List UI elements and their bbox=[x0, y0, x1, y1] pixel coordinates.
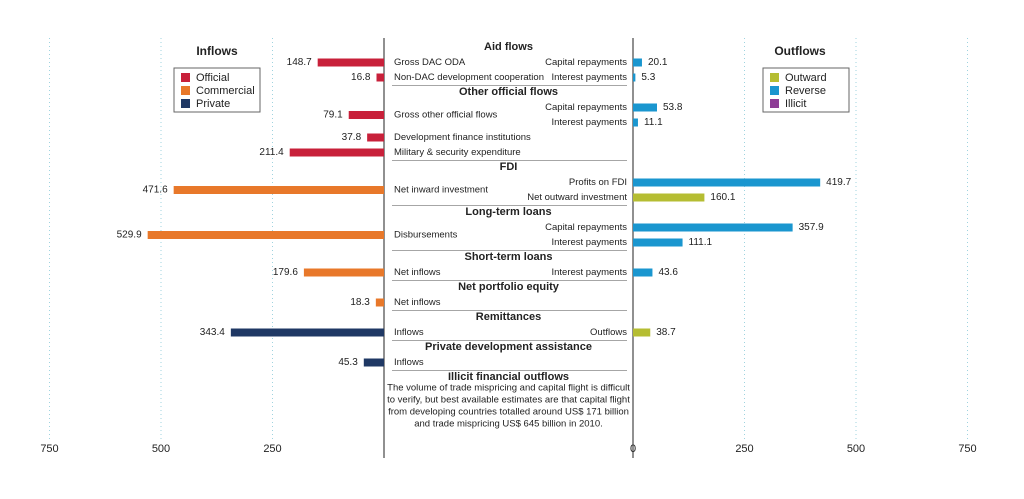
right-tick-label: 500 bbox=[847, 443, 865, 455]
inflow-bar bbox=[317, 58, 384, 67]
inflow-bar bbox=[375, 298, 384, 307]
outflow-label: Capital repayments bbox=[545, 57, 627, 68]
section-header: Other official flows bbox=[459, 86, 558, 98]
inflow-label: Net inflows bbox=[394, 267, 441, 278]
section-header: FDI bbox=[500, 161, 518, 173]
outflow-bar bbox=[633, 328, 651, 337]
inflow-legend-label: Official bbox=[196, 72, 229, 84]
inflow-label: Disbursements bbox=[394, 230, 458, 241]
right-tick-label: 250 bbox=[735, 443, 753, 455]
illicit-note-line: from developing countries totalled aroun… bbox=[388, 407, 629, 418]
outflow-legend-swatch bbox=[770, 99, 779, 108]
left-tick-label: 250 bbox=[263, 443, 281, 455]
outflow-label: Capital repayments bbox=[545, 102, 627, 113]
inflow-bar bbox=[303, 268, 384, 277]
outflow-value: 419.7 bbox=[826, 177, 851, 188]
inflow-bar bbox=[367, 133, 384, 142]
left-tick-label: 500 bbox=[152, 443, 170, 455]
outflow-value: 20.1 bbox=[648, 57, 668, 68]
outflow-legend-label: Illicit bbox=[785, 98, 806, 110]
inflow-value: 211.4 bbox=[259, 147, 284, 158]
outflow-bar bbox=[633, 238, 683, 247]
left-tick-label: 750 bbox=[40, 443, 58, 455]
outflow-bar bbox=[633, 73, 636, 82]
inflow-label: Inflows bbox=[394, 327, 424, 338]
outflow-value: 111.1 bbox=[689, 237, 713, 248]
illicit-note-line: and trade mispricing US$ 645 billion in … bbox=[414, 419, 603, 430]
inflow-value: 79.1 bbox=[323, 110, 343, 121]
inflow-label: Development finance institutions bbox=[394, 132, 531, 143]
outflow-value: 43.6 bbox=[658, 267, 678, 278]
inflow-bar bbox=[348, 111, 384, 119]
outflow-label: Interest payments bbox=[551, 72, 627, 83]
inflow-value: 37.8 bbox=[342, 132, 362, 143]
inflow-label: Net inflows bbox=[394, 297, 441, 308]
outflow-value: 53.8 bbox=[663, 102, 683, 113]
outflow-legend-label: Reverse bbox=[785, 85, 826, 97]
illicit-note-line: The volume of trade mispricing and capit… bbox=[387, 383, 630, 394]
inflow-bar bbox=[289, 148, 384, 157]
outflow-legend-swatch bbox=[770, 73, 779, 82]
inflow-bar bbox=[230, 328, 384, 337]
inflow-legend-swatch bbox=[181, 99, 190, 108]
outflow-value: 357.9 bbox=[799, 222, 824, 233]
section-header: Remittances bbox=[476, 311, 541, 323]
section-header: Long-term loans bbox=[465, 206, 551, 218]
inflows-title: Inflows bbox=[196, 44, 238, 58]
inflow-value: 16.8 bbox=[351, 72, 371, 83]
right-tick-label: 0 bbox=[630, 443, 636, 455]
inflow-bar bbox=[147, 231, 384, 239]
outflows-title: Outflows bbox=[774, 44, 826, 58]
inflow-value: 529.9 bbox=[117, 230, 142, 241]
inflow-label: Non-DAC development cooperation bbox=[394, 72, 544, 83]
section-header: Short-term loans bbox=[464, 251, 552, 263]
outflow-label: Profits on FDI bbox=[569, 177, 627, 188]
inflow-label: Gross DAC ODA bbox=[394, 57, 466, 68]
inflow-legend-swatch bbox=[181, 86, 190, 95]
inflow-bar bbox=[363, 358, 384, 367]
section-header: Illicit financial outflows bbox=[448, 371, 569, 383]
outflow-bar bbox=[633, 118, 638, 127]
outflow-label: Interest payments bbox=[551, 267, 627, 278]
inflow-value: 18.3 bbox=[350, 297, 370, 308]
outflow-bar bbox=[633, 268, 653, 277]
inflow-legend-swatch bbox=[181, 73, 190, 82]
outflow-bar bbox=[633, 178, 821, 187]
outflow-label: Net outward investment bbox=[527, 192, 627, 203]
right-tick-label: 750 bbox=[958, 443, 976, 455]
illicit-note-line: to verify, but best available estimates … bbox=[387, 395, 630, 406]
section-header: Aid flows bbox=[484, 41, 533, 53]
outflow-label: Interest payments bbox=[551, 237, 627, 248]
inflow-bar bbox=[376, 73, 384, 82]
outflow-bar bbox=[633, 223, 793, 232]
outflow-label: Outflows bbox=[590, 327, 627, 338]
outflow-bar bbox=[633, 193, 705, 202]
inflow-legend-label: Commercial bbox=[196, 85, 255, 97]
outflow-bar bbox=[633, 58, 642, 67]
outflow-legend-label: Outward bbox=[785, 72, 827, 84]
inflow-value: 148.7 bbox=[287, 57, 312, 68]
inflow-label: Net inward investment bbox=[394, 185, 488, 196]
inflow-label: Military & security expenditure bbox=[394, 147, 521, 158]
outflow-legend-swatch bbox=[770, 86, 779, 95]
outflow-label: Capital repayments bbox=[545, 222, 627, 233]
inflow-value: 45.3 bbox=[338, 357, 358, 368]
inflow-value: 343.4 bbox=[200, 327, 225, 338]
outflow-value: 5.3 bbox=[641, 72, 655, 83]
inflow-legend-label: Private bbox=[196, 98, 230, 110]
outflow-value: 38.7 bbox=[656, 327, 676, 338]
outflow-label: Interest payments bbox=[551, 117, 627, 128]
outflow-bar bbox=[633, 103, 657, 112]
section-header: Private development assistance bbox=[425, 341, 592, 353]
outflow-value: 160.1 bbox=[710, 192, 735, 203]
inflow-bar bbox=[173, 186, 384, 194]
inflow-label: Gross other official flows bbox=[394, 110, 498, 121]
inflow-value: 179.6 bbox=[273, 267, 298, 278]
outflow-value: 11.1 bbox=[644, 117, 663, 128]
section-header: Net portfolio equity bbox=[458, 281, 560, 293]
inflow-label: Inflows bbox=[394, 357, 424, 368]
inflow-value: 471.6 bbox=[143, 185, 168, 196]
